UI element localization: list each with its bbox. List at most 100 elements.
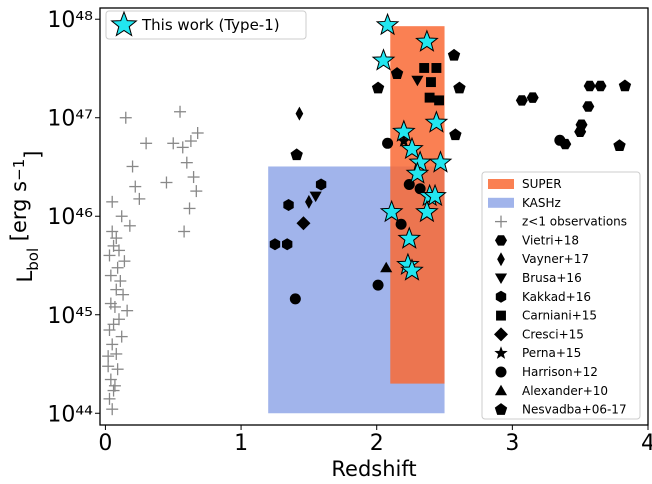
plus-marker [102,350,115,363]
circle-marker [554,134,566,146]
legend-label: z<1 observations [522,215,627,229]
plus-marker [107,239,120,252]
plus-marker [110,283,123,296]
plus-marker [126,160,139,173]
star-marker [415,29,439,52]
hexagon-marker [281,238,293,251]
star-marker [428,150,453,173]
plus-marker [103,392,116,405]
plus-marker [183,202,196,215]
plus-marker [114,275,127,288]
legend-label: Cresci+15 [522,327,584,341]
small_star-marker [494,346,508,359]
plus-marker [108,379,121,392]
star-marker [405,161,430,184]
plus-marker [167,137,180,150]
triangle-marker [380,261,393,273]
hexagon2-marker [526,92,539,103]
plus-marker [121,304,134,317]
hexagon2-marker [583,80,596,92]
thin_diamond-marker [295,106,304,121]
legend-label: Carniani+15 [522,309,597,323]
pentagon-marker [447,48,461,61]
star-marker [110,10,138,37]
legend-label: Nesvadba+06-17 [522,403,627,417]
legend-label: Kakkad+16 [522,290,591,304]
plus-marker [111,363,124,376]
plus-marker [104,269,117,282]
legend-label: Perna+15 [522,346,581,360]
star-marker [424,110,449,133]
plus-marker [191,126,204,139]
diamond-marker [494,327,508,342]
x-tick-label: 4 [641,431,652,456]
y-axis-label-part: L [13,270,37,282]
diamond-marker [296,216,311,231]
hexagon-marker [315,178,327,191]
plus-marker [110,232,123,245]
plus-marker [111,261,124,274]
plus-marker [495,215,507,228]
plus-marker [107,384,120,397]
y-tick-label: 10⁴⁷ [47,107,93,132]
circle-marker [372,279,384,291]
thin_diamond-marker [497,252,505,267]
legend-label: KASHz [522,196,561,210]
plus-marker [103,249,116,262]
legend-box [481,171,641,420]
pentagon-marker [290,148,303,161]
y-tick-label: 10⁴⁸ [47,8,93,33]
hexagon2-marker [582,101,595,112]
y-axis-label: Lbol [erg s−1] [7,151,45,283]
star-marker [375,12,400,36]
pentagon-marker [453,81,466,94]
star-marker [423,183,447,207]
pentagon-marker [390,67,404,79]
legend-label: This work (Type-1) [141,16,280,34]
plus-marker [106,195,119,208]
plus-marker [176,141,189,154]
legend-label: Harrison+12 [522,365,598,379]
pentagon-marker [371,81,385,94]
hexagon-marker [283,199,294,212]
plus-marker [104,297,117,310]
x-tick-label: 2 [370,431,384,456]
pentagon-marker [449,128,462,141]
hexagon-marker [495,290,507,303]
plus-marker [119,111,132,124]
legend-label: Brusa+16 [522,271,582,285]
legend-swatch [488,179,514,189]
plus-marker [190,185,203,198]
x-tick-label: 0 [98,431,112,456]
plus-marker [118,255,131,268]
plus-marker [178,225,191,238]
triangle_down-marker [494,273,508,284]
legend-label: Vietri+18 [522,233,579,247]
y-axis-label-part: −1 [10,159,28,181]
square-marker [496,310,506,321]
circle-marker [414,183,426,195]
plus-marker [180,156,193,169]
y-tick-label: 10⁴⁶ [47,205,93,230]
star-marker [392,119,416,142]
plus-marker [133,192,146,205]
plus-marker [117,288,130,301]
plus-marker [174,105,187,118]
plus-marker [187,171,200,184]
y-axis-label-part: bol [24,248,42,271]
legend-label: Vayner+17 [522,252,589,266]
pentagon-marker [494,403,508,415]
square-marker [424,92,435,103]
plus-marker [112,313,125,326]
plus-marker [110,347,123,360]
hexagon2-marker [574,126,587,137]
pentagon-marker [613,139,626,151]
star-marker [397,226,422,249]
hexagon2-marker [515,95,528,106]
square-marker [431,63,442,73]
y-axis-label-part: ] [21,151,45,159]
plus-marker [160,176,173,189]
small_star-marker [397,134,411,147]
legend-label: Alexander+10 [522,384,608,398]
star-marker [400,136,424,160]
